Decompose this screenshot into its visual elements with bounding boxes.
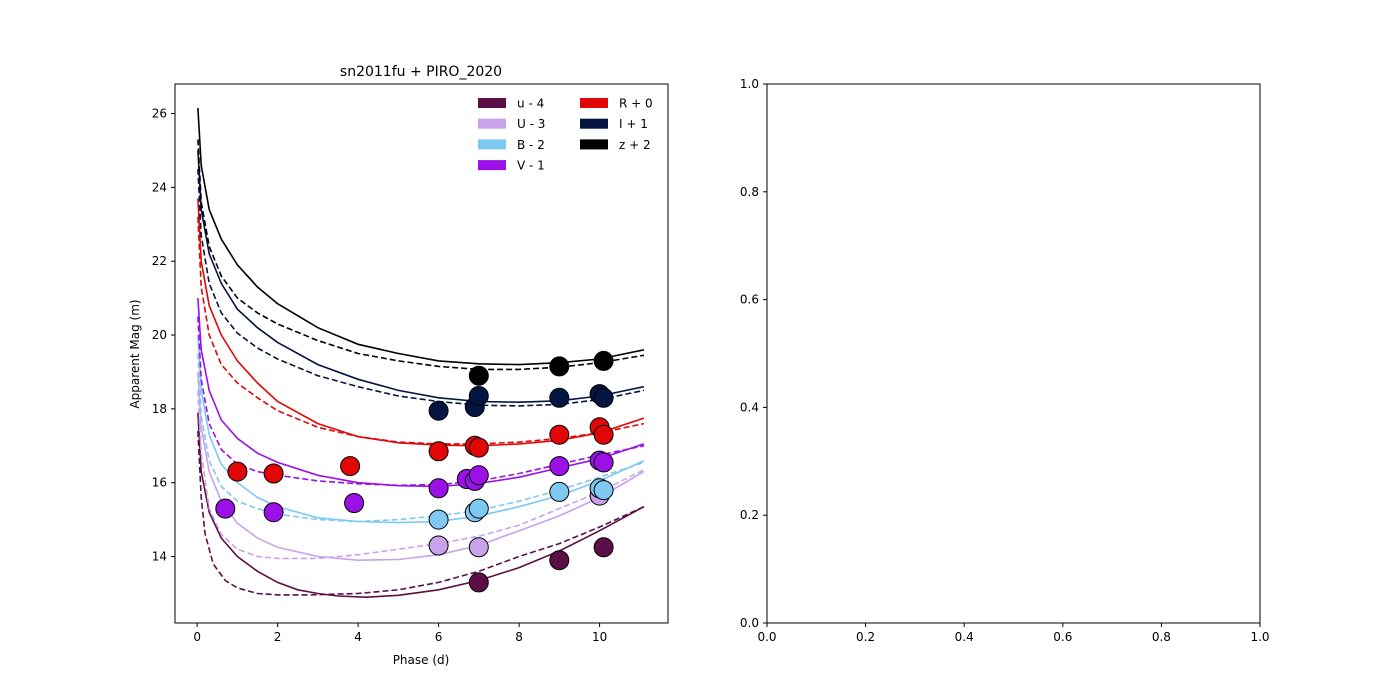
legend-swatch [580,139,608,150]
left-y-tick-label: 26 [152,107,167,121]
right-y-tick-label: 0.0 [740,616,759,630]
data-point [549,481,570,502]
model-curve-solid [197,198,645,447]
data-point [263,502,284,523]
left-data-points [215,350,614,593]
model-curve-dashed [197,216,645,445]
data-point [593,452,614,473]
left-y-tick-label: 24 [152,180,167,194]
model-curve-dashed [197,139,645,371]
right-x-tick-label: 0.2 [856,630,875,644]
data-point [428,400,449,421]
left-chart-title: sn2011fu + PIRO_2020 [340,64,502,80]
legend-label: R + 0 [619,97,653,111]
data-point [468,386,489,406]
left-y-tick-label: 22 [152,254,167,268]
left-axes-frame [174,83,669,624]
left-y-axis-label: Apparent Mag (m) [128,299,142,408]
data-point [549,424,570,445]
left-y-tick-label: 18 [152,402,167,416]
legend-swatch [478,139,506,150]
right-axis-ticks: 0.0 0.2 0.4 0.6 0.8 1.0 0.0 0.2 0.4 0.6 0.8 1.0 [740,77,1270,644]
right-x-tick-label: 0.8 [1152,630,1171,644]
right-x-tick-label: 0.4 [955,630,974,644]
left-axes: sn2011fu + PIRO_2020 Phase (d) Apparent … [128,64,669,667]
right-axes: 0.0 0.2 0.4 0.6 0.8 1.0 0.0 0.2 0.4 0.6 0.8 1.0 [740,77,1270,644]
model-curve-solid [197,412,645,599]
left-x-tick-label: 10 [592,630,607,644]
data-point [428,441,449,462]
data-point [215,498,236,519]
data-point [428,478,449,499]
data-point [263,463,284,484]
left-x-tick-label: 2 [274,630,282,644]
right-axes-frame [766,83,1261,624]
model-curve-solid [197,371,645,562]
data-point [593,480,614,501]
right-x-tick-label: 0.6 [1053,630,1072,644]
data-point [468,465,489,486]
right-x-tick-label: 1.0 [1250,630,1269,644]
left-x-tick-label: 0 [193,630,201,644]
legend-swatch [478,98,506,108]
legend-label: B - 2 [517,138,545,152]
model-curve-dashed [197,390,645,560]
right-x-tick-label: 0.0 [757,630,776,644]
legend-swatch [478,160,506,171]
data-point [549,356,570,377]
left-x-axis-label: Phase (d) [393,653,450,667]
legend-label: U - 3 [517,117,545,131]
data-point [549,387,570,408]
left-x-tick-label: 6 [435,630,443,644]
right-y-tick-label: 0.2 [740,508,759,522]
model-curve-solid [197,107,645,366]
data-point [593,537,614,558]
legend-label: I + 1 [619,117,648,131]
left-legend: u - 4 U - 3 B - 2 V - 1 R + 0 I + 1 z + 2 [478,97,653,173]
data-point [593,350,614,371]
left-x-tick-label: 8 [515,630,523,644]
legend-swatch [580,118,608,129]
left-model-curves [197,107,645,599]
data-point [428,509,449,530]
data-point [549,456,570,477]
data-point [549,550,570,571]
data-point [344,493,365,513]
data-point [468,437,489,458]
data-point [593,387,614,408]
data-point [468,572,489,593]
legend-label: z + 2 [619,138,651,152]
left-y-tick-label: 14 [152,550,167,564]
data-point [340,456,361,477]
model-curve-solid [197,334,645,524]
legend-swatch [478,118,506,129]
data-point [428,535,449,556]
model-curve-dashed [197,353,645,523]
right-y-tick-label: 1.0 [740,77,759,91]
left-y-tick-label: 16 [152,476,167,490]
data-point [468,365,489,386]
data-point [593,424,614,445]
right-y-tick-label: 0.6 [740,293,759,307]
model-curve-dashed [197,430,645,596]
right-y-tick-label: 0.4 [740,400,759,414]
model-curve-solid [197,298,645,488]
legend-label: u - 4 [517,97,544,111]
model-curve-solid [197,150,645,404]
data-point [227,461,248,482]
right-y-tick-label: 0.8 [740,185,759,199]
data-point [468,537,489,558]
data-point [468,498,489,519]
legend-label: V - 1 [517,159,545,173]
model-curve-dashed [197,316,645,487]
left-x-tick-label: 4 [354,630,362,644]
legend-swatch [580,98,608,108]
left-y-tick-label: 20 [152,328,167,342]
model-curve-dashed [197,168,645,407]
